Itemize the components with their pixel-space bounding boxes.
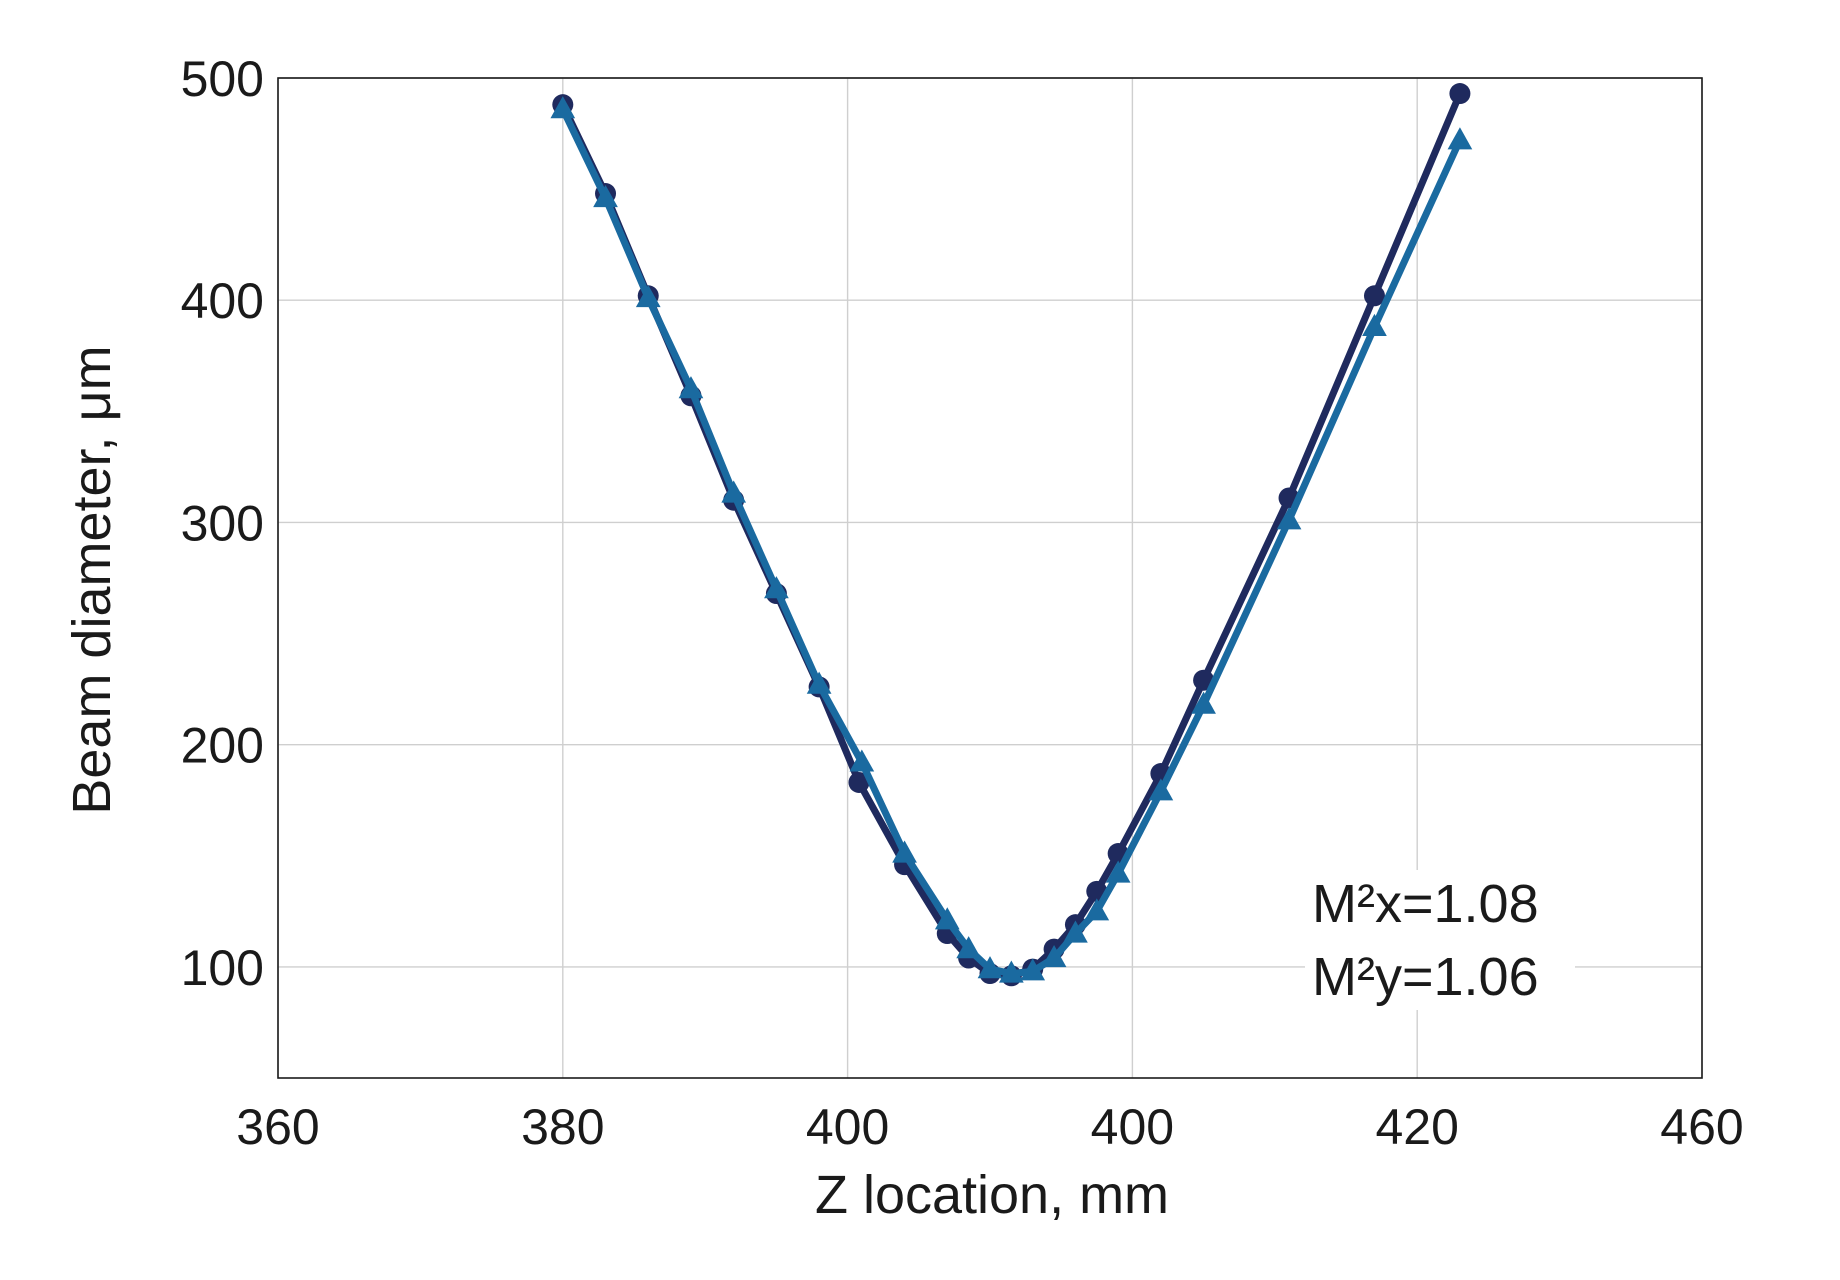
x-axis-title: Z location, mm xyxy=(815,1165,1169,1225)
data-point-triangle xyxy=(1105,860,1131,883)
data-point-triangle xyxy=(593,185,618,208)
x-axis-ticks: 360 380 400 400 420 460 xyxy=(236,1099,1743,1155)
data-point-circle xyxy=(848,771,870,793)
x-tick-label: 380 xyxy=(521,1099,604,1155)
annotation-m2y: M²y=1.06 xyxy=(1312,947,1539,1007)
series-1 xyxy=(552,83,1471,987)
data-point-triangle xyxy=(849,749,875,772)
data-point-triangle xyxy=(1148,778,1174,801)
series-line xyxy=(559,90,1464,980)
data-point-triangle xyxy=(721,480,747,503)
data-point-circle xyxy=(1449,83,1471,105)
y-tick-label: 200 xyxy=(181,718,264,774)
data-point-triangle xyxy=(1362,313,1387,336)
x-tick-label: 460 xyxy=(1660,1099,1743,1155)
series-line xyxy=(559,105,1464,978)
data-point-triangle xyxy=(1447,127,1473,150)
annotation-m2x: M²x=1.08 xyxy=(1312,874,1539,934)
data-point-triangle xyxy=(977,956,1003,979)
x-tick-label: 360 xyxy=(236,1099,319,1155)
data-point-triangle xyxy=(1191,691,1216,714)
x-tick-label: 400 xyxy=(1091,1099,1174,1155)
y-tick-label: 100 xyxy=(181,940,264,996)
data-point-triangle xyxy=(1063,920,1088,943)
data-point-triangle xyxy=(806,671,832,694)
data-point-triangle xyxy=(934,907,960,930)
x-tick-label: 420 xyxy=(1375,1099,1458,1155)
data-point-triangle xyxy=(956,936,981,959)
data-point-triangle xyxy=(635,285,661,308)
data-point-triangle xyxy=(999,960,1024,983)
data-point-triangle xyxy=(764,576,789,599)
data-point-triangle xyxy=(1276,507,1302,530)
data-point-triangle xyxy=(678,376,704,399)
data-point-triangle xyxy=(1084,898,1110,921)
y-tick-label: 500 xyxy=(181,51,264,107)
y-tick-label: 300 xyxy=(181,495,264,551)
data-point-triangle xyxy=(1020,958,1046,981)
annotation-background xyxy=(1305,870,1575,1010)
data-point-triangle xyxy=(1041,945,1067,968)
data-point-triangle xyxy=(892,840,917,863)
y-axis-ticks: 100 200 300 400 500 xyxy=(181,51,264,996)
y-tick-label: 400 xyxy=(181,273,264,329)
data-point-circle xyxy=(1363,285,1385,307)
data-point-triangle xyxy=(550,96,576,119)
series-2 xyxy=(550,96,1473,983)
y-axis-title: Beam diameter, μm xyxy=(62,345,122,814)
series-layer xyxy=(550,83,1473,987)
plot-frame xyxy=(277,77,1703,1079)
x-tick-label: 400 xyxy=(806,1099,889,1155)
